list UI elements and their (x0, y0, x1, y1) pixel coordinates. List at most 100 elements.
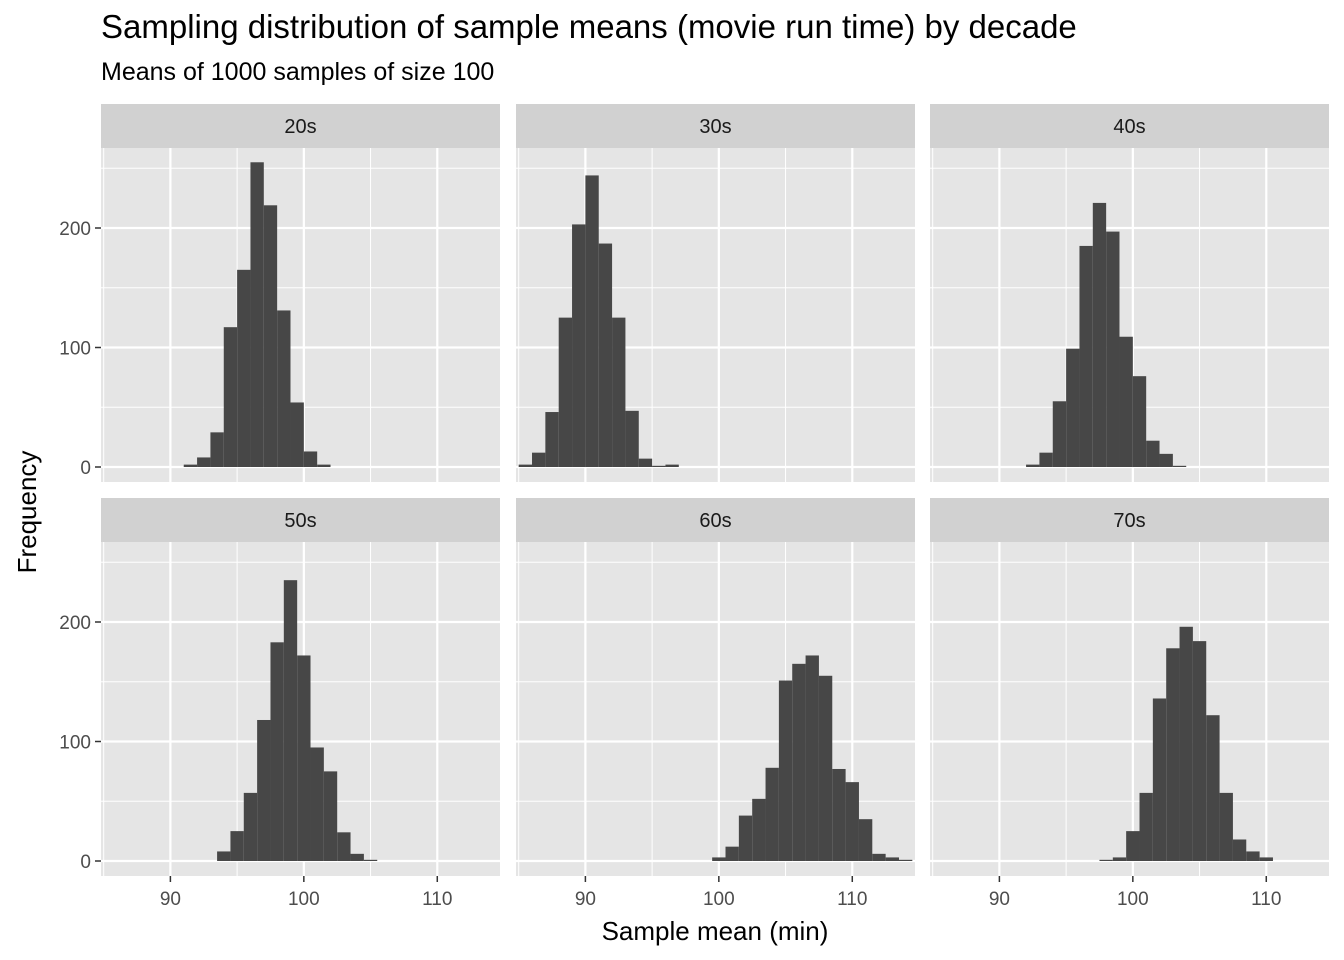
histogram-bar (545, 412, 559, 467)
x-tick-label: 110 (837, 889, 867, 910)
histogram-bar (290, 402, 304, 467)
histogram-bar (1172, 465, 1187, 467)
histogram-bar (872, 853, 886, 861)
histogram-bar (1126, 831, 1140, 861)
histogram-bar (297, 655, 311, 861)
facet-strip-30s (516, 104, 915, 148)
histogram-bar (197, 457, 211, 467)
histogram-bar (1112, 857, 1127, 861)
histogram-bar (1219, 792, 1233, 861)
histogram-bar (572, 224, 586, 467)
histogram-bar (1179, 626, 1193, 861)
x-tick-label: 90 (575, 889, 596, 910)
histogram-bar (818, 675, 833, 861)
histogram-bar (765, 767, 779, 861)
histogram-bar (665, 464, 679, 467)
histogram-bar (725, 846, 739, 861)
facet-label-40s: 40s (1113, 116, 1145, 138)
facet-strip-70s (930, 498, 1329, 542)
histogram-bar (317, 464, 331, 467)
histogram-bar (1066, 348, 1080, 467)
histogram-bar (283, 580, 298, 861)
histogram-bar (1139, 792, 1153, 861)
histogram-bar (858, 819, 873, 861)
histogram-bar (792, 663, 806, 861)
facet-strip-60s (516, 498, 915, 542)
facet-label-60s: 60s (699, 510, 731, 532)
histogram-bar (778, 680, 793, 861)
histogram-bar (1026, 464, 1040, 467)
histogram-bar (250, 162, 264, 467)
histogram-bar (183, 464, 198, 467)
y-tick-label: 100 (59, 339, 91, 360)
chart-subtitle: Means of 1000 samples of size 100 (101, 58, 495, 86)
chart-title: Sampling distribution of sample means (m… (101, 8, 1077, 45)
histogram-bar (805, 655, 819, 861)
histogram-bar (585, 175, 599, 468)
histogram-bar (1192, 641, 1207, 861)
facet-label-70s: 70s (1113, 510, 1145, 532)
histogram-bar (270, 642, 284, 861)
histogram-bar (898, 859, 913, 861)
histogram-bar (738, 815, 753, 861)
histogram-bar (1159, 453, 1173, 467)
histogram-bar (1119, 336, 1133, 467)
facet-strip-50s (101, 498, 500, 542)
histogram-bar (210, 432, 224, 467)
x-tick-label: 90 (160, 889, 181, 910)
histogram-bar (598, 243, 613, 467)
histogram-bar (712, 857, 726, 861)
histogram-bar (363, 859, 378, 861)
histogram-bar (1206, 715, 1220, 861)
y-axis-title: Frequency (12, 451, 42, 574)
histogram-bar (1232, 839, 1247, 861)
histogram-bar (323, 771, 338, 861)
histogram-bar (832, 768, 846, 861)
histogram-bar (1052, 401, 1067, 467)
histogram-bar (303, 451, 318, 467)
histogram-bar (310, 747, 324, 861)
histogram-bar (845, 782, 859, 861)
y-tick-label: 0 (80, 852, 91, 873)
histogram-bar (217, 851, 231, 861)
histogram-bar (612, 317, 626, 467)
x-axis-title: Sample mean (min) (602, 916, 829, 946)
histogram-bar (752, 798, 766, 861)
y-tick-label: 0 (80, 458, 91, 479)
facet-label-30s: 30s (699, 116, 731, 138)
histogram-bar (1099, 859, 1113, 861)
histogram-bar (885, 857, 899, 861)
histogram-bar (1146, 440, 1160, 467)
histogram-bar (558, 317, 573, 467)
histogram-bar (243, 792, 258, 861)
histogram-bar (257, 719, 271, 861)
facet-strip-20s (101, 104, 500, 148)
histogram-bar (263, 205, 278, 468)
x-tick-label: 110 (422, 889, 452, 910)
histogram-bar (277, 310, 291, 467)
histogram-bar (518, 464, 533, 467)
histogram-bar (223, 327, 238, 467)
histogram-bar (652, 465, 666, 467)
facet-label-20s: 20s (284, 116, 316, 138)
facet-label-50s: 50s (284, 510, 316, 532)
histogram-bar (237, 269, 251, 467)
x-tick-label: 100 (1117, 889, 1149, 910)
histogram-bar (1259, 857, 1273, 861)
x-tick-label: 100 (288, 889, 320, 910)
histogram-bar (1166, 648, 1180, 861)
histogram-bar (1152, 698, 1167, 861)
histogram-bar (532, 452, 546, 467)
histogram-bar (230, 831, 244, 861)
y-tick-label: 200 (59, 219, 91, 240)
histogram-bar (350, 853, 364, 861)
histogram-bar (625, 410, 639, 467)
x-tick-label: 90 (989, 889, 1010, 910)
y-tick-label: 200 (59, 613, 91, 634)
histogram-bar (1079, 245, 1093, 467)
histogram-bar (1092, 202, 1107, 467)
panel-bg-70s (930, 542, 1329, 876)
histogram-bar (638, 458, 653, 467)
x-tick-label: 100 (703, 889, 735, 910)
